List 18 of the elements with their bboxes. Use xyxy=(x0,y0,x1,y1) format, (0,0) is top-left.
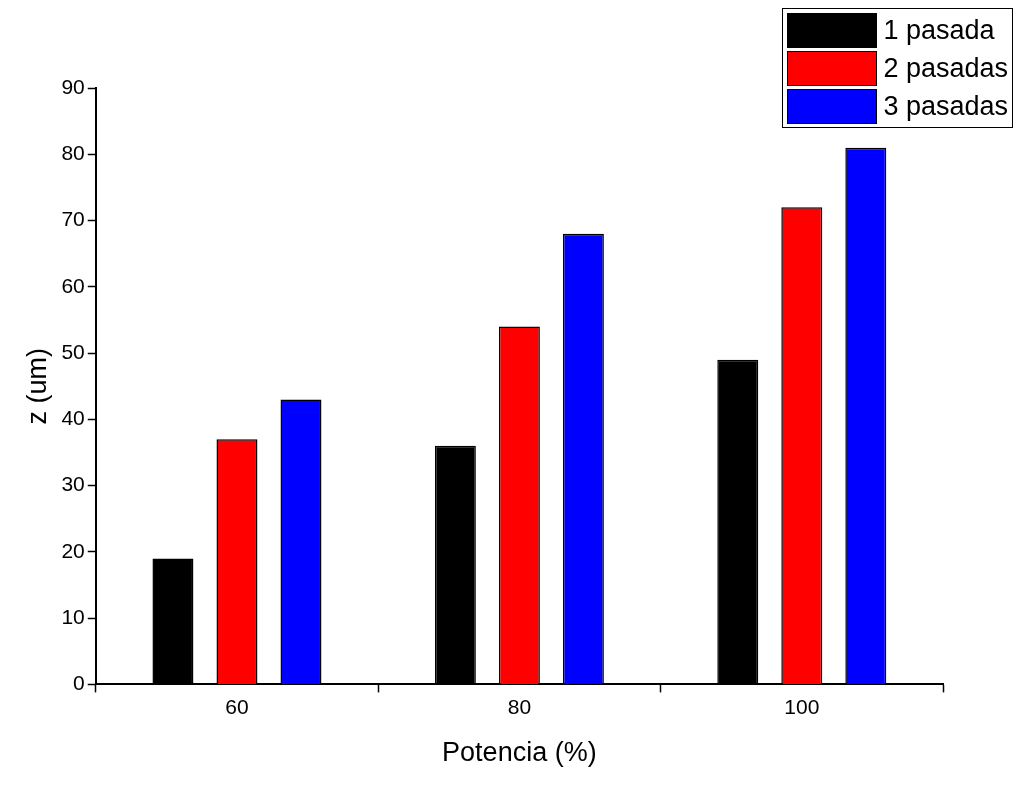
y-tick-label: 80 xyxy=(61,141,85,165)
y-tick-label: 30 xyxy=(61,472,85,496)
legend-label: 3 pasadas xyxy=(883,90,1008,122)
y-tick-label: 10 xyxy=(61,604,85,628)
y-tick-label: 50 xyxy=(61,339,85,363)
y-tick-label: 20 xyxy=(61,538,85,562)
x-tick-label: 80 xyxy=(507,694,532,718)
y-tick-label: 60 xyxy=(61,273,85,297)
legend-label: 2 pasadas xyxy=(883,52,1008,84)
x-tick-label: 60 xyxy=(225,694,249,718)
y-tick-label: 40 xyxy=(61,406,85,430)
x-tick-label: 100 xyxy=(784,694,820,718)
y-axis-title: z (um) xyxy=(21,347,52,425)
y-tick-label: 90 xyxy=(61,74,85,98)
y-tick-label: 0 xyxy=(73,671,85,695)
legend-label: 1 pasada xyxy=(883,14,995,46)
x-axis-title: Potencia (%) xyxy=(442,737,597,768)
y-tick-label: 70 xyxy=(61,207,85,231)
